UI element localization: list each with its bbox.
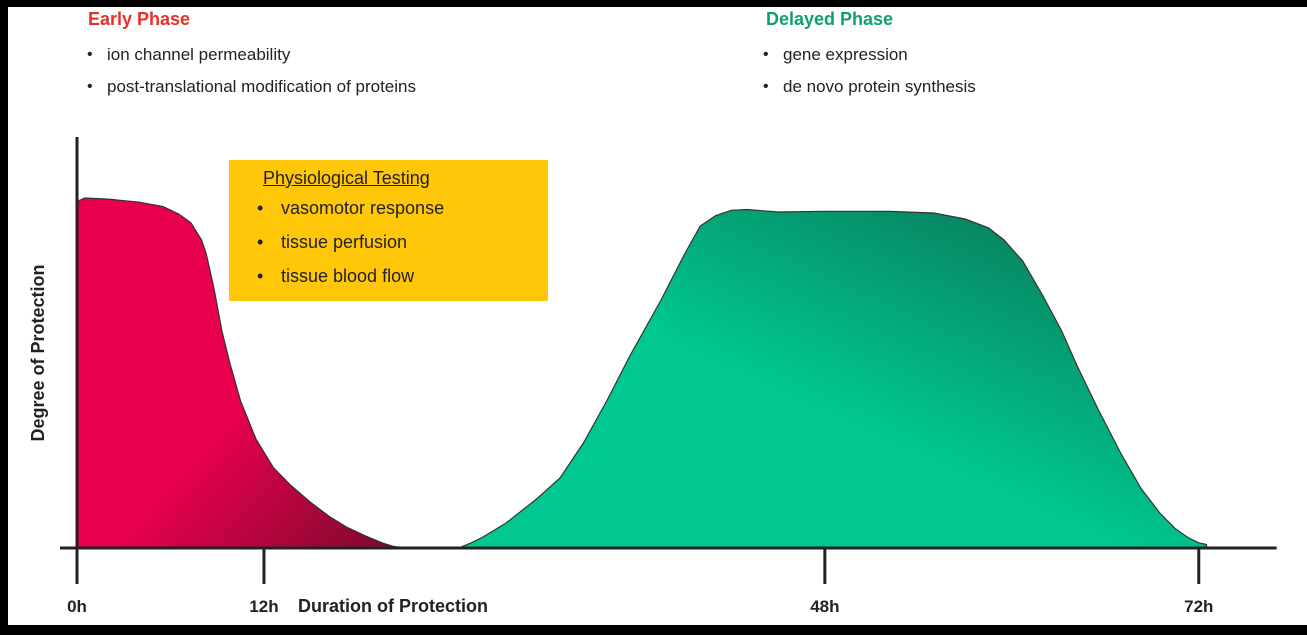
- x-axis-label: Duration of Protection: [298, 596, 488, 616]
- delayed-phase-item: gene expression: [761, 39, 976, 71]
- series-layer: [76, 197, 1208, 549]
- chart-canvas: 0h 12h 48h 72h Duration of Protection Degre…: [28, 137, 1277, 616]
- series-area-delayed-phase: [458, 208, 1208, 549]
- x-ticks: 0h 12h 48h 72h: [67, 548, 1213, 616]
- delayed-phase-title: Delayed Phase: [766, 9, 894, 29]
- physiological-testing-list: vasomotor response tissue perfusion tiss…: [257, 191, 548, 293]
- physiological-testing-item: tissue perfusion: [257, 225, 548, 259]
- early-phase-list: ion channel permeability post-translatio…: [85, 39, 416, 103]
- early-phase-item: ion channel permeability: [85, 39, 416, 71]
- delayed-phase-item: de novo protein synthesis: [761, 71, 976, 103]
- physiological-testing-item: tissue blood flow: [257, 259, 548, 293]
- chart-figure: 0h 12h 48h 72h Duration of Protection Degre…: [8, 7, 1307, 625]
- early-phase-item: post-translational modification of prote…: [85, 71, 416, 103]
- y-axis-label: Degree of Protection: [28, 264, 48, 441]
- x-tick-label: 72h: [1184, 597, 1213, 616]
- x-tick-label: 48h: [810, 597, 839, 616]
- physiological-testing-box: Physiological Testing vasomotor response…: [229, 160, 548, 301]
- physiological-testing-title: Physiological Testing: [263, 168, 430, 188]
- delayed-phase-list: gene expression de novo protein synthesi…: [761, 39, 976, 103]
- early-phase-title: Early Phase: [88, 9, 191, 29]
- physiological-testing-item: vasomotor response: [257, 191, 548, 225]
- series-area-early-phase: [76, 197, 405, 549]
- x-tick-label: 0h: [67, 597, 87, 616]
- x-tick-label: 12h: [249, 597, 278, 616]
